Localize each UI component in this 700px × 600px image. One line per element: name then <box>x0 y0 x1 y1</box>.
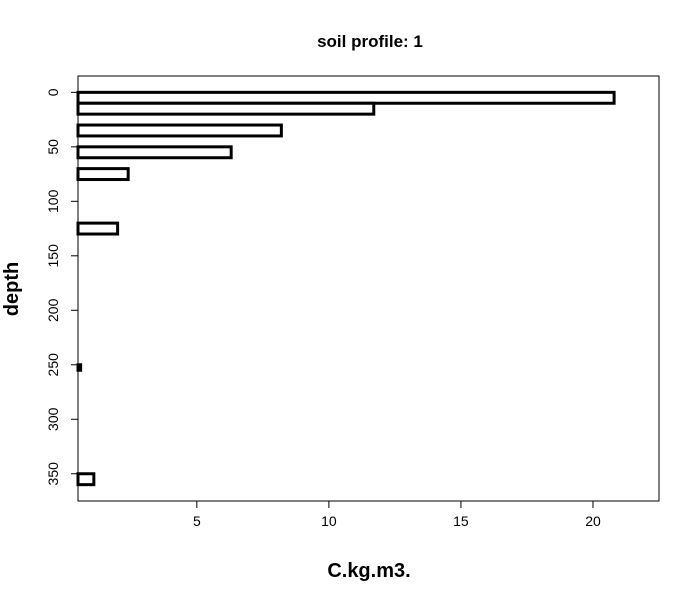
x-tick-label-2: 15 <box>453 513 469 529</box>
y-tick-label-1: 50 <box>45 139 61 155</box>
x-tick-label-3: 20 <box>585 513 601 529</box>
y-tick-label-4: 200 <box>45 298 61 322</box>
y-tick-label-3: 150 <box>45 244 61 268</box>
bar-7 <box>76 472 96 487</box>
bar-3 <box>76 145 233 160</box>
plot-frame <box>77 75 660 502</box>
x-axis-label: C.kg.m3. <box>327 560 410 582</box>
chart-title: soil profile: 1 <box>317 32 423 51</box>
y-tick-label-6: 300 <box>45 407 61 431</box>
bar-0 <box>76 90 616 105</box>
y-axis-label: depth <box>1 262 23 316</box>
y-tick-label-0: 0 <box>45 88 61 96</box>
bar-6 <box>76 363 83 372</box>
x-tick-label-0: 5 <box>193 513 201 529</box>
y-axis: 0 50 100 150 200 250 300 350 <box>45 88 78 485</box>
x-axis: 5 10 15 20 <box>193 501 601 529</box>
y-tick-label-5: 250 <box>45 353 61 377</box>
y-tick-label-2: 100 <box>45 189 61 213</box>
x-tick-label-1: 10 <box>321 513 337 529</box>
bar-2 <box>76 123 283 138</box>
bars-group <box>76 90 616 487</box>
y-tick-label-7: 350 <box>45 462 61 486</box>
bar-5 <box>76 221 120 236</box>
bar-4 <box>76 167 130 182</box>
bar-1 <box>76 101 376 116</box>
